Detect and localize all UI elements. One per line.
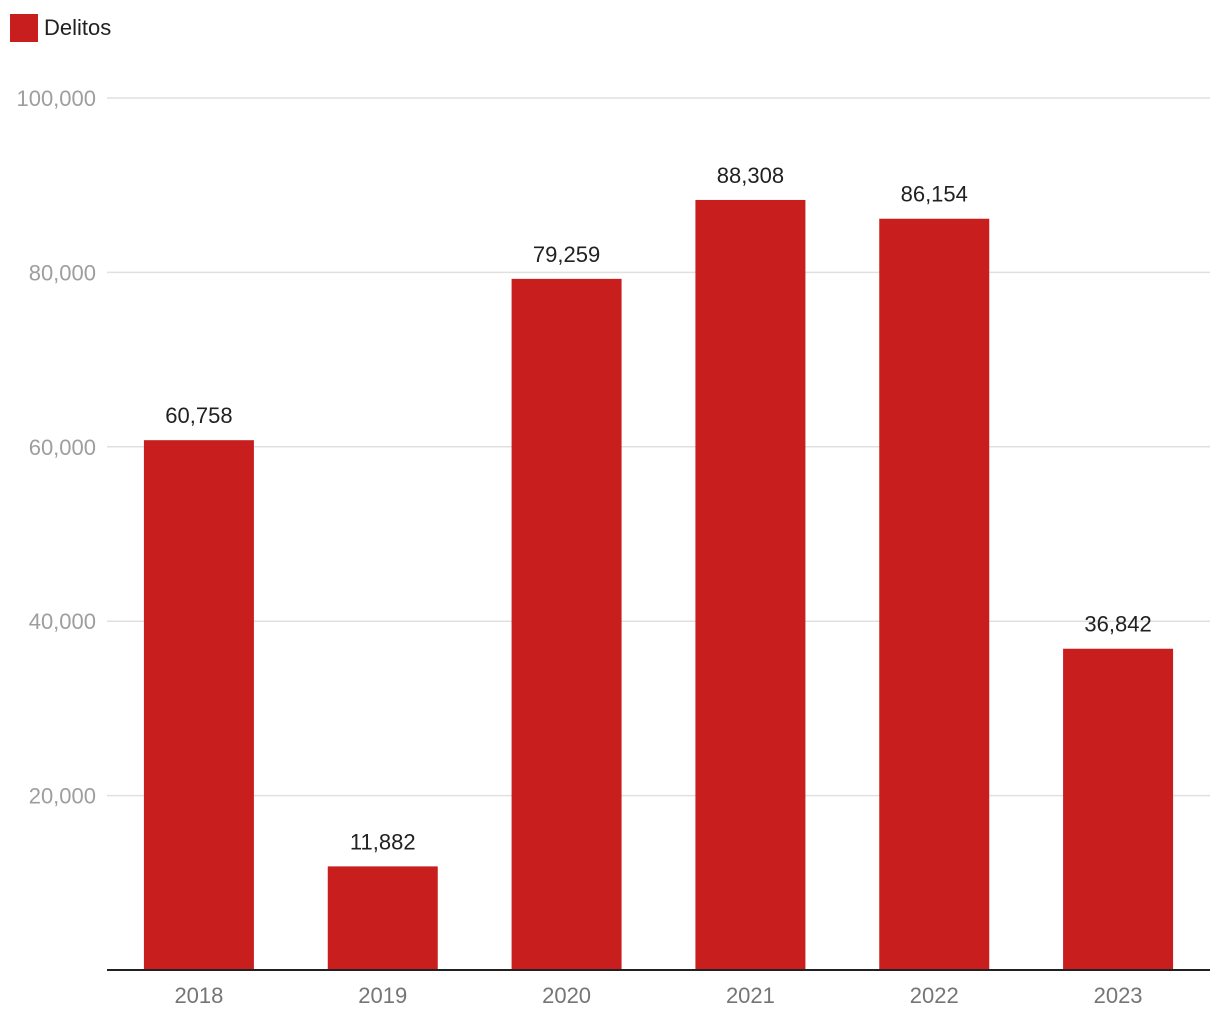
y-tick-label: 100,000 bbox=[16, 86, 96, 111]
y-tick-label: 80,000 bbox=[29, 260, 96, 285]
x-tick-label-2020: 2020 bbox=[542, 983, 591, 1008]
data-label-2020: 79,259 bbox=[533, 242, 600, 267]
y-tick-label: 60,000 bbox=[29, 435, 96, 460]
y-tick-label: 20,000 bbox=[29, 784, 96, 809]
data-label-2023: 36,842 bbox=[1084, 612, 1151, 637]
x-tick-label-2018: 2018 bbox=[174, 983, 223, 1008]
bar-2021 bbox=[695, 199, 806, 971]
x-tick-label-2022: 2022 bbox=[910, 983, 959, 1008]
data-label-2022: 86,154 bbox=[901, 182, 968, 207]
legend-label-delitos: Delitos bbox=[44, 15, 112, 40]
data-label-2018: 60,758 bbox=[165, 403, 232, 428]
bar-2022 bbox=[879, 218, 990, 970]
data-label-2021: 88,308 bbox=[717, 163, 784, 188]
data-label-2019: 11,882 bbox=[350, 829, 416, 854]
x-tick-label-2019: 2019 bbox=[358, 983, 407, 1008]
x-tick-label-2023: 2023 bbox=[1094, 983, 1143, 1008]
legend-swatch-delitos bbox=[10, 14, 38, 42]
bar-2019 bbox=[327, 866, 438, 970]
bar-2023 bbox=[1063, 648, 1174, 970]
bar-2018 bbox=[143, 440, 254, 970]
y-tick-label: 40,000 bbox=[29, 609, 96, 634]
legend: Delitos bbox=[10, 14, 111, 42]
x-tick-label-2021: 2021 bbox=[726, 983, 775, 1008]
bar-2020 bbox=[511, 278, 622, 970]
